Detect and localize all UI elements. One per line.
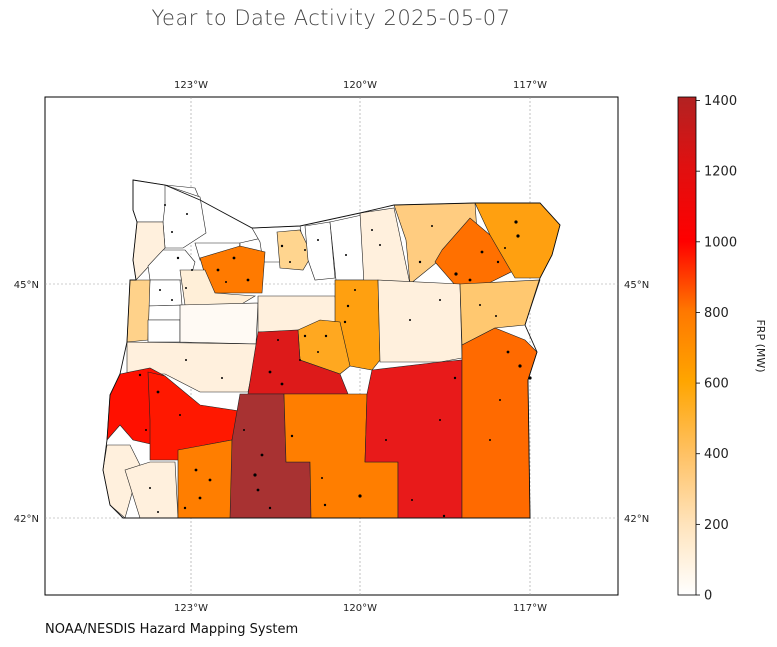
lat-tick-right-1: 45°N [624, 280, 649, 291]
county-sherman [276, 229, 313, 271]
county-grant [377, 279, 463, 363]
county-baker [459, 279, 541, 346]
lon-tick-top-3: 117°W [513, 80, 547, 91]
lat-tick-left-2: 42°N [14, 514, 39, 525]
colorbar-tick-label: 1000 [704, 235, 737, 250]
map-title: Year to Date Activity 2025-05-07 [151, 6, 511, 30]
county-josephine [124, 461, 179, 519]
colorbar-tick-label: 200 [704, 518, 729, 533]
fire-detections [138, 204, 532, 518]
county-morrow [329, 214, 365, 281]
county-linn [179, 302, 259, 345]
colorbar-tick-label: 1400 [704, 94, 737, 109]
lat-tick-right-2: 42°N [624, 514, 649, 525]
colorbar-tick-label: 800 [704, 306, 729, 321]
colorbar-tick-label: 600 [704, 377, 729, 392]
lon-tick-top-2: 120°W [343, 80, 377, 91]
county-lincoln [126, 279, 151, 343]
colorbar-tick-label: 0 [704, 589, 712, 604]
county-malheur [461, 327, 538, 519]
county-polk [147, 304, 186, 321]
county-columbia [162, 184, 207, 249]
oregon-outline [102, 179, 561, 519]
county-gilliam [304, 221, 336, 281]
colorbar-tick-label: 400 [704, 447, 729, 462]
county-yamhill [147, 279, 183, 307]
county-union [434, 217, 516, 286]
colorbar-tick-label: 1200 [704, 165, 737, 180]
county-jackson [177, 439, 233, 519]
county-benton [147, 319, 181, 343]
lon-tick-bottom-3: 117°W [513, 603, 547, 614]
lat-tick-left-1: 45°N [14, 280, 39, 291]
source-footer: NOAA/NESDIS Hazard Mapping System [45, 622, 299, 637]
colorbar-ticks: 0 200 400 600 800 1000 1200 1400 [696, 94, 737, 604]
colorbar-label: FRP (MW) [754, 319, 767, 372]
lon-tick-bottom-2: 120°W [343, 603, 377, 614]
oregon-counties [102, 179, 561, 519]
lon-tick-top-1: 123°W [174, 80, 208, 91]
lon-tick-bottom-1: 123°W [174, 603, 208, 614]
colorbar [677, 96, 697, 596]
